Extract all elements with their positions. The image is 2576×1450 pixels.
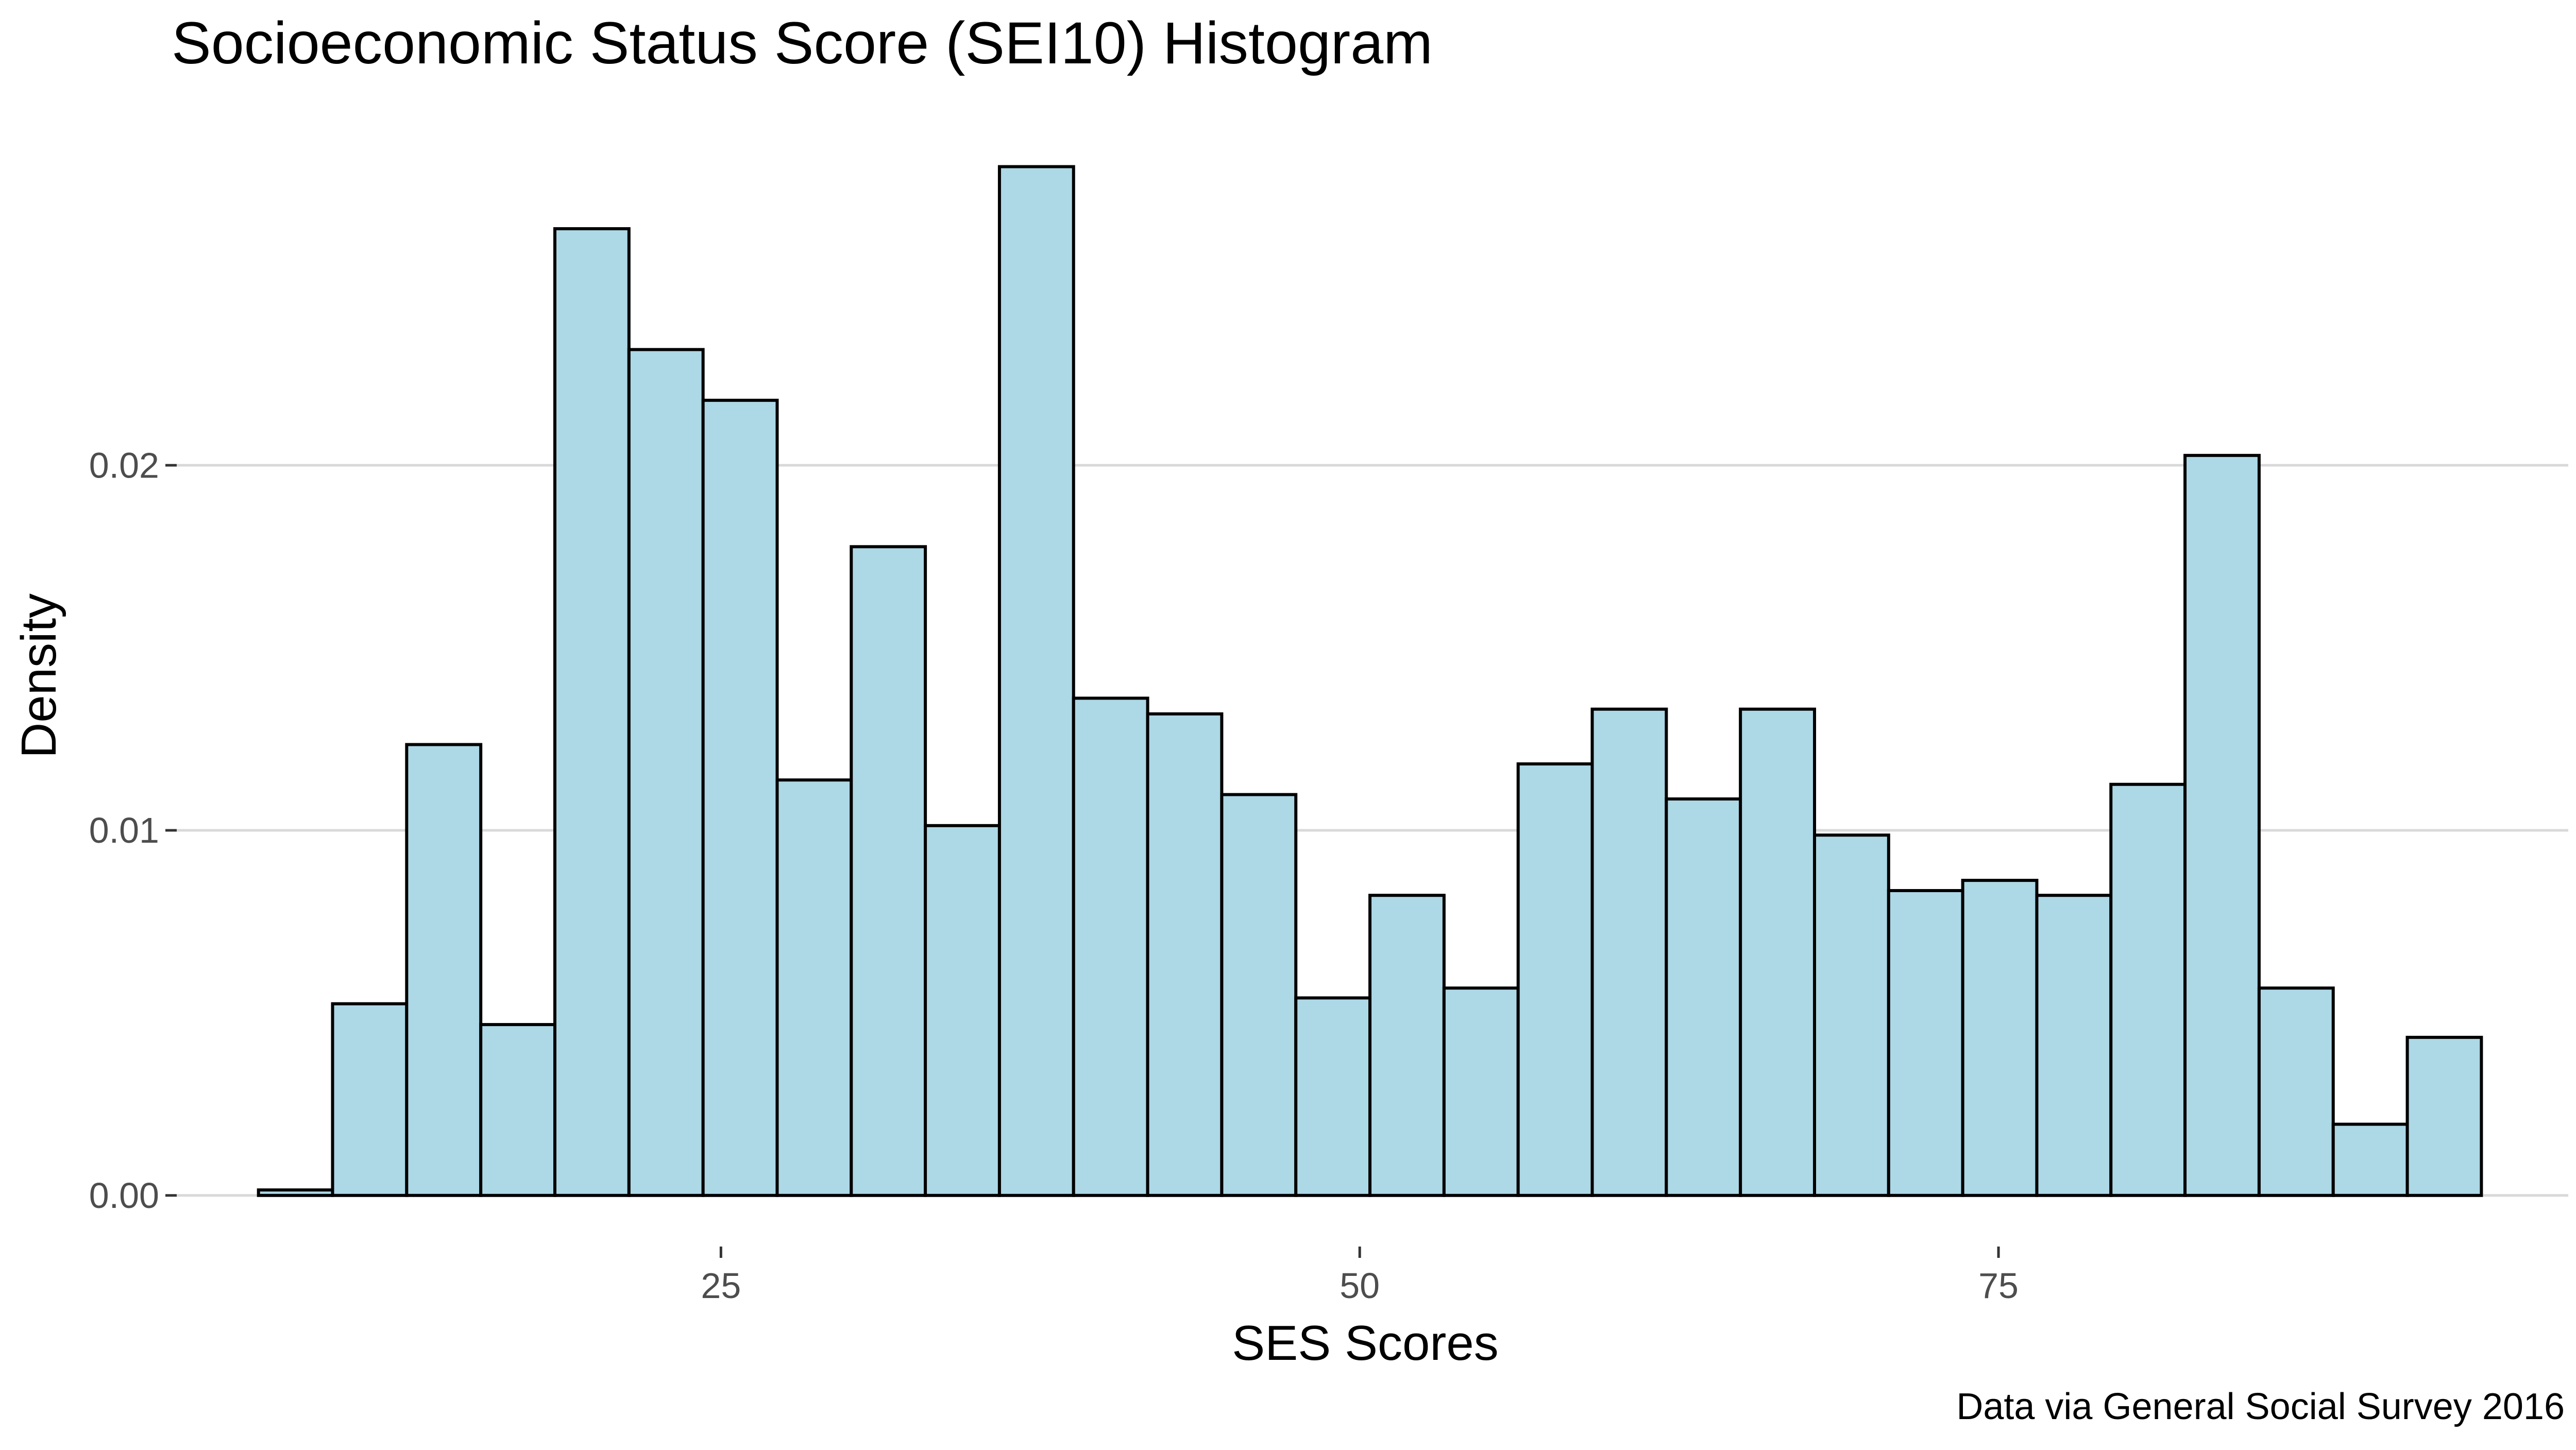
histogram-bar [924, 824, 1001, 1197]
x-axis-title: SES Scores [1232, 1316, 1499, 1371]
histogram-bar [2331, 1122, 2409, 1197]
y-tick-label: 0.01 [89, 810, 159, 850]
histogram-bar [2405, 1035, 2483, 1197]
y-axis-title: Density [11, 593, 66, 758]
histogram-bar [701, 399, 779, 1197]
histogram-bar [1220, 793, 1298, 1197]
histogram-bar [850, 545, 927, 1197]
histogram-bar [2109, 782, 2187, 1197]
histogram-bar [405, 743, 483, 1197]
y-tick-label: 0.00 [89, 1175, 159, 1216]
histogram-bar [1146, 712, 1224, 1197]
chart-title: Socioeconomic Status Score (SEI10) Histo… [172, 10, 1433, 76]
histogram-bar [331, 1002, 409, 1197]
x-tick-label: 25 [701, 1266, 741, 1306]
histogram-bar [1442, 986, 1520, 1197]
histogram-bar [997, 165, 1075, 1197]
histogram-bar [1812, 833, 1890, 1197]
histogram-bar [1961, 879, 2039, 1197]
histogram-bar [1072, 696, 1149, 1197]
histogram-bar [1368, 894, 1446, 1197]
histogram-bar [1590, 707, 1668, 1197]
histogram-bar [627, 348, 705, 1197]
x-tick-label: 50 [1340, 1266, 1380, 1306]
histogram-bar [553, 227, 631, 1197]
histogram-bar [1294, 996, 1372, 1197]
histogram-bar [2183, 454, 2261, 1197]
histogram-bar [479, 1023, 556, 1197]
histogram-bar [2035, 894, 2113, 1197]
histogram-bar [1739, 707, 1816, 1197]
x-axis-ticks: 25 50 75 [701, 1247, 2019, 1306]
y-tick-label: 0.02 [89, 445, 159, 485]
histogram-bar [1887, 889, 1964, 1197]
histogram-bar [2257, 986, 2335, 1197]
y-axis-ticks: 0.00 0.01 0.02 [89, 445, 177, 1216]
x-tick-label: 75 [1978, 1266, 2019, 1306]
histogram-bar [775, 778, 853, 1197]
histogram-bars [257, 165, 2483, 1197]
chart-caption: Data via General Social Survey 2016 [1956, 1386, 2565, 1427]
histogram-bar [1665, 797, 1742, 1197]
histogram-bar [257, 1188, 334, 1197]
histogram-bar [1516, 762, 1594, 1197]
